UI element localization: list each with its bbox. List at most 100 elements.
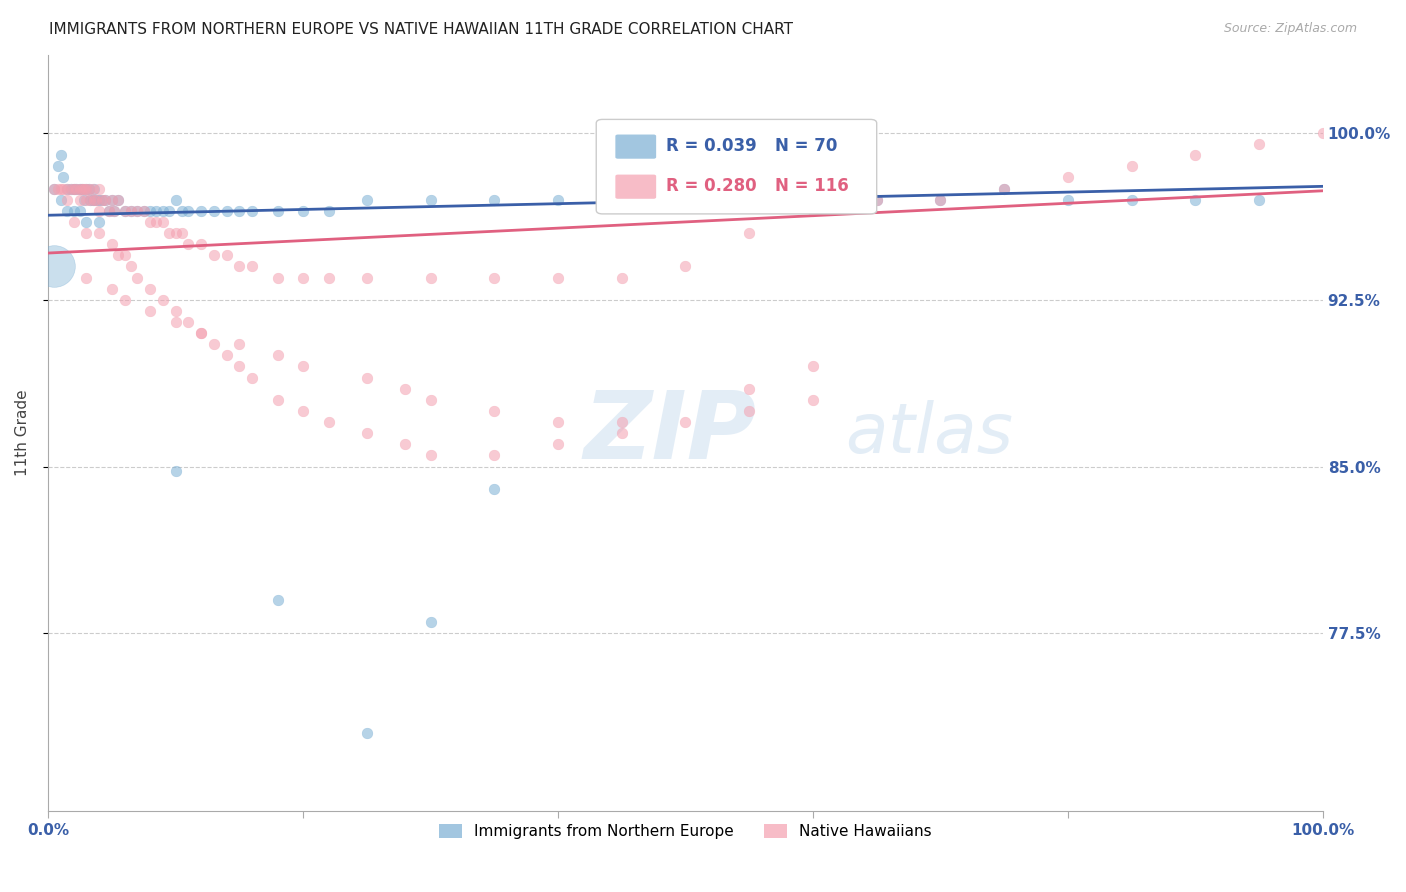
Point bbox=[929, 193, 952, 207]
Point bbox=[292, 270, 315, 285]
Point bbox=[152, 293, 174, 307]
Point bbox=[292, 404, 315, 418]
Point bbox=[114, 203, 136, 218]
Point bbox=[419, 193, 441, 207]
Point bbox=[75, 215, 97, 229]
Text: IMMIGRANTS FROM NORTHERN EUROPE VS NATIVE HAWAIIAN 11TH GRADE CORRELATION CHART: IMMIGRANTS FROM NORTHERN EUROPE VS NATIV… bbox=[49, 22, 793, 37]
Point bbox=[44, 260, 66, 274]
Point bbox=[62, 215, 84, 229]
Point bbox=[228, 337, 250, 351]
Point bbox=[79, 193, 101, 207]
Point bbox=[69, 193, 91, 207]
Point bbox=[73, 193, 96, 207]
Point bbox=[127, 203, 149, 218]
Point bbox=[49, 193, 72, 207]
Point bbox=[94, 193, 117, 207]
Point bbox=[145, 203, 167, 218]
Point bbox=[139, 303, 162, 318]
Point bbox=[394, 437, 416, 451]
Point bbox=[215, 348, 238, 362]
Point bbox=[177, 237, 200, 252]
Point bbox=[152, 203, 174, 218]
Point bbox=[356, 726, 378, 740]
Point bbox=[228, 359, 250, 374]
Point bbox=[132, 203, 155, 218]
Point bbox=[266, 203, 288, 218]
Point bbox=[484, 449, 506, 463]
Point bbox=[228, 203, 250, 218]
Point bbox=[484, 270, 506, 285]
Text: R = 0.039: R = 0.039 bbox=[666, 136, 756, 155]
Point bbox=[83, 181, 105, 195]
Point bbox=[266, 593, 288, 607]
Point bbox=[90, 193, 112, 207]
Point bbox=[69, 181, 91, 195]
Point bbox=[1121, 193, 1143, 207]
FancyBboxPatch shape bbox=[616, 135, 657, 159]
Point bbox=[107, 193, 129, 207]
Point bbox=[46, 181, 69, 195]
Point bbox=[202, 337, 225, 351]
Point bbox=[240, 260, 263, 274]
Point bbox=[87, 193, 110, 207]
Point bbox=[675, 260, 697, 274]
Point bbox=[547, 437, 569, 451]
Point bbox=[165, 303, 187, 318]
Point bbox=[190, 237, 212, 252]
Point bbox=[127, 270, 149, 285]
Point bbox=[190, 203, 212, 218]
Point bbox=[77, 181, 100, 195]
Point bbox=[52, 181, 75, 195]
Point bbox=[266, 270, 288, 285]
Point bbox=[610, 193, 633, 207]
Point bbox=[120, 203, 142, 218]
Point bbox=[547, 270, 569, 285]
Point bbox=[318, 415, 340, 429]
Point bbox=[72, 181, 94, 195]
Point bbox=[419, 270, 441, 285]
Point bbox=[547, 193, 569, 207]
Point bbox=[62, 181, 84, 195]
Point bbox=[292, 359, 315, 374]
Point bbox=[675, 193, 697, 207]
Point bbox=[929, 193, 952, 207]
Point bbox=[738, 404, 761, 418]
Point bbox=[190, 326, 212, 340]
Point bbox=[59, 181, 82, 195]
Point bbox=[101, 193, 124, 207]
Point bbox=[484, 193, 506, 207]
Point bbox=[356, 193, 378, 207]
Point bbox=[1184, 193, 1206, 207]
Point bbox=[98, 203, 121, 218]
Point bbox=[44, 181, 66, 195]
Point bbox=[292, 203, 315, 218]
Point bbox=[49, 181, 72, 195]
Point bbox=[484, 404, 506, 418]
FancyBboxPatch shape bbox=[616, 175, 657, 199]
Point bbox=[610, 426, 633, 441]
Point bbox=[120, 260, 142, 274]
Point bbox=[215, 248, 238, 262]
Point bbox=[114, 293, 136, 307]
Point bbox=[675, 415, 697, 429]
Point bbox=[266, 392, 288, 407]
Point bbox=[120, 203, 142, 218]
Point bbox=[75, 270, 97, 285]
Point bbox=[228, 260, 250, 274]
Point bbox=[801, 359, 824, 374]
Point bbox=[65, 181, 87, 195]
Point bbox=[801, 392, 824, 407]
Legend: Immigrants from Northern Europe, Native Hawaiians: Immigrants from Northern Europe, Native … bbox=[433, 818, 938, 845]
Point bbox=[62, 181, 84, 195]
Point bbox=[145, 215, 167, 229]
Point bbox=[610, 415, 633, 429]
Point bbox=[738, 382, 761, 396]
Point bbox=[139, 215, 162, 229]
Point bbox=[62, 203, 84, 218]
Point bbox=[94, 193, 117, 207]
Point bbox=[114, 203, 136, 218]
Point bbox=[75, 181, 97, 195]
Point bbox=[1057, 193, 1080, 207]
Point bbox=[170, 226, 193, 240]
Point bbox=[87, 215, 110, 229]
